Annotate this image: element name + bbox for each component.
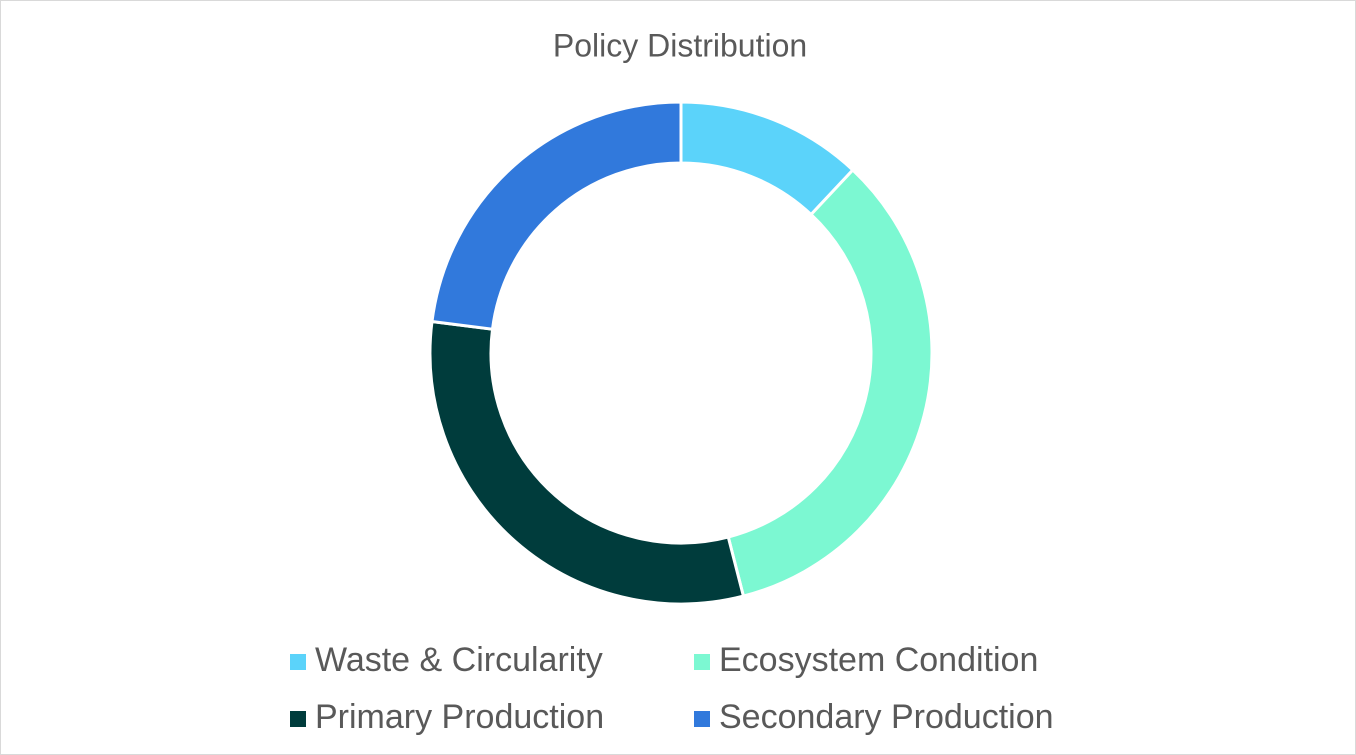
donut-segment [430,100,683,331]
legend-label: Primary Production [315,698,604,736]
legend-label: Secondary Production [719,698,1054,736]
legend-swatch [694,711,710,727]
donut-segment [726,167,934,598]
chart-title: Policy Distribution [553,27,807,63]
legend-swatch [290,711,306,727]
legend-label: Waste & Circularity [315,641,603,679]
legend-swatch [694,654,710,670]
legend-label: Ecosystem Condition [719,641,1038,679]
legend-swatch [290,654,306,670]
donut-segment [428,319,746,606]
